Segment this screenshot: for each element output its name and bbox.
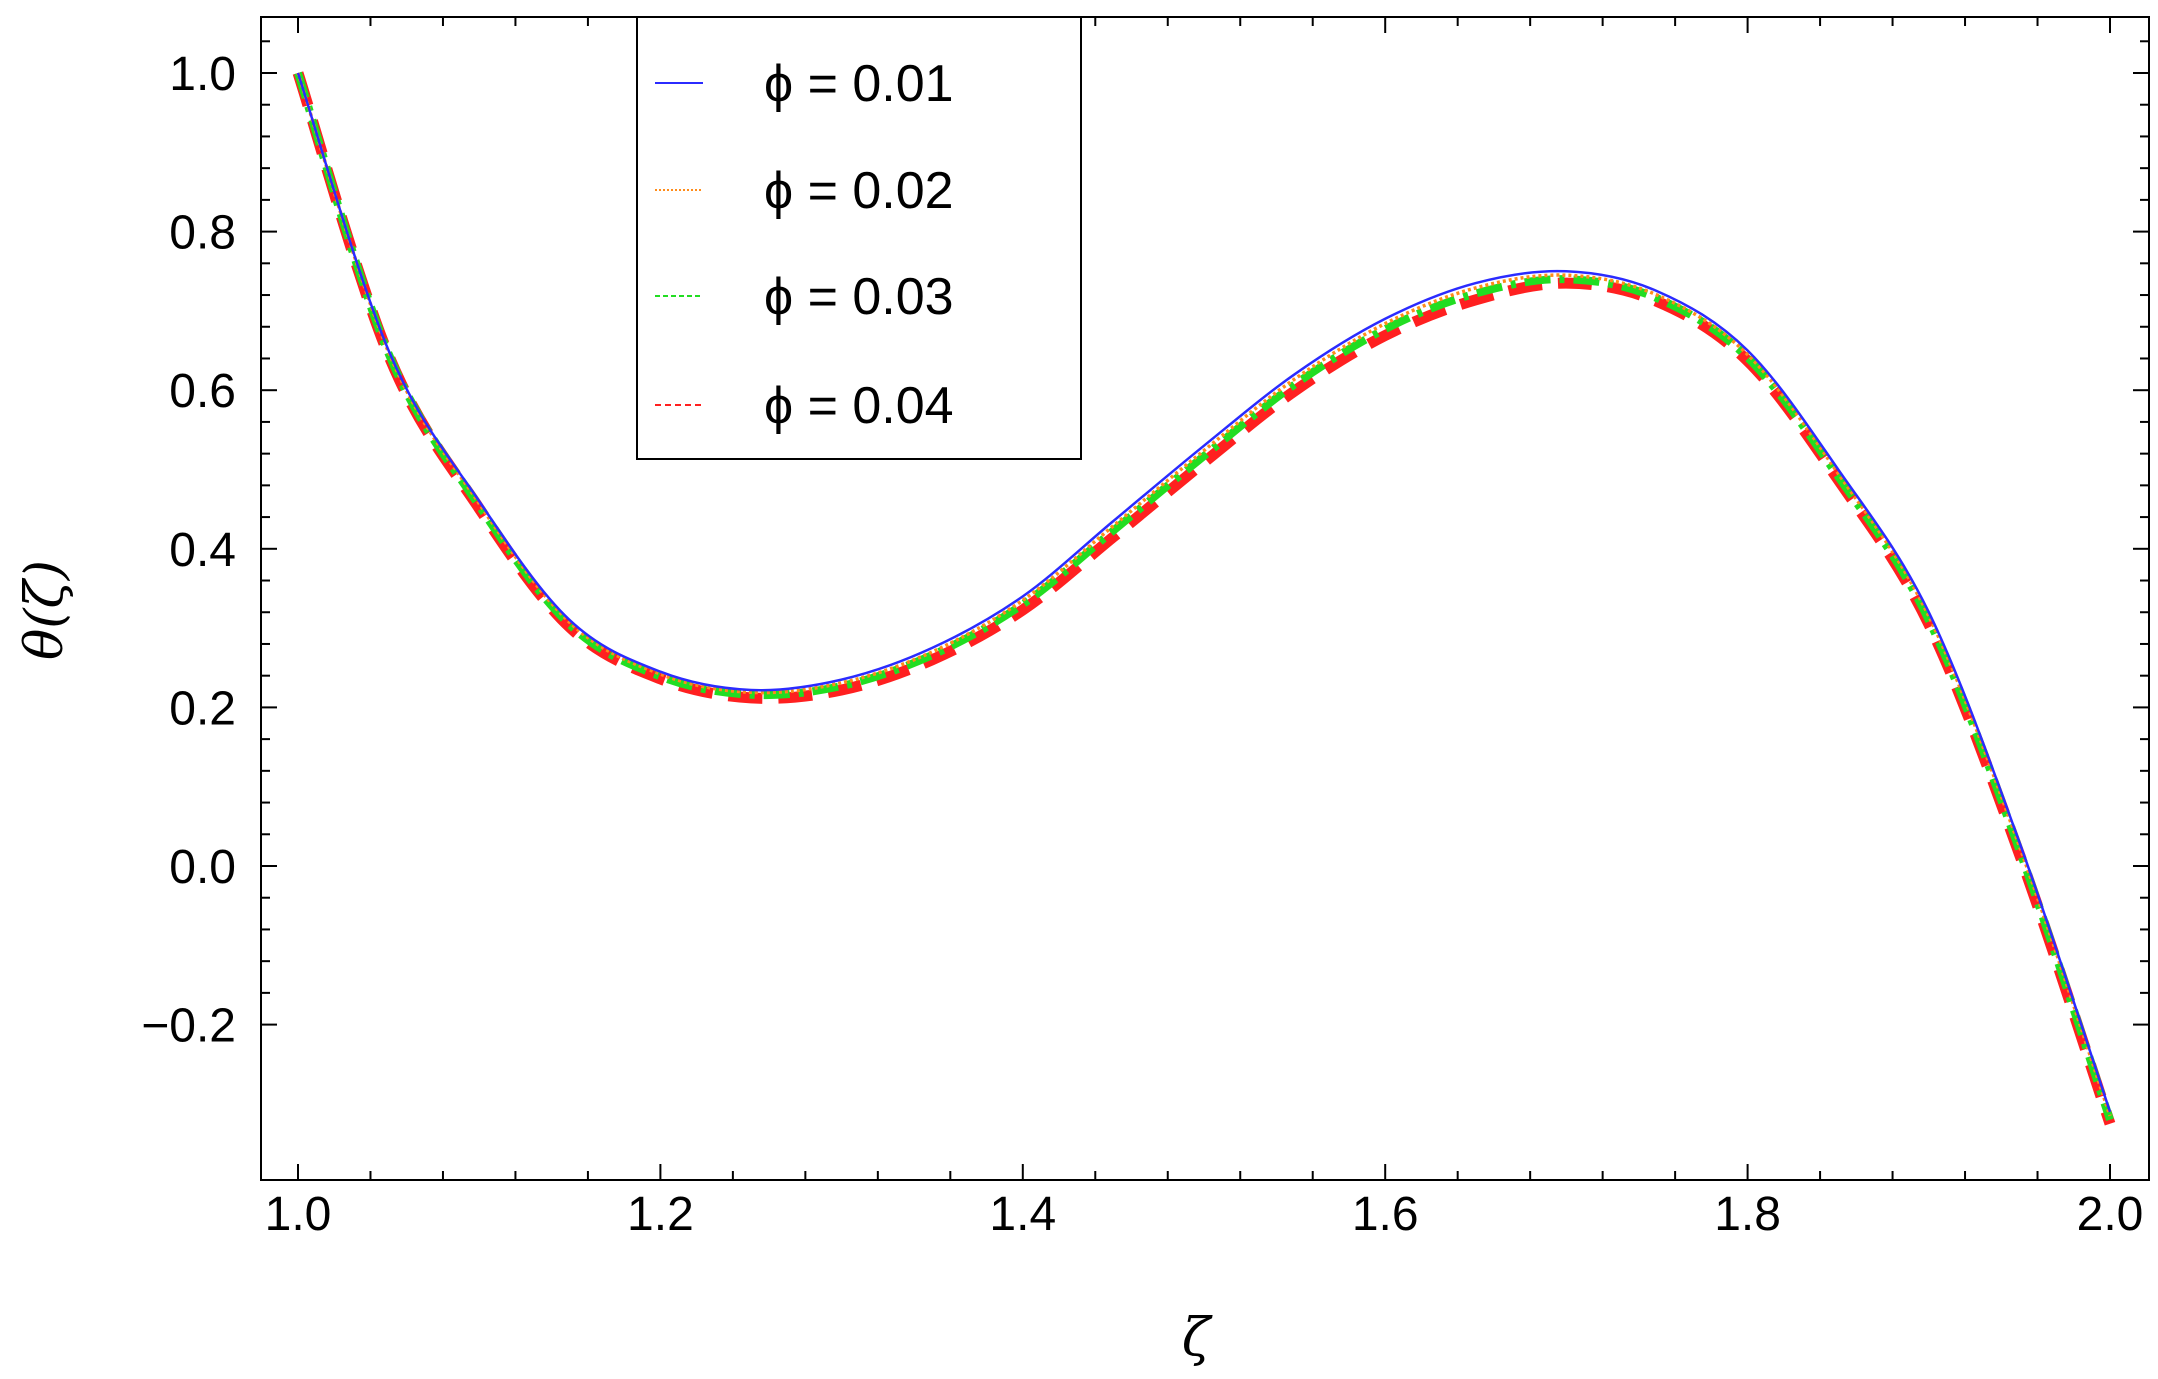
series-line-3: [294, 71, 2114, 1122]
y-tick-label: 1.0: [169, 48, 236, 101]
x-tick-label: 1.8: [1714, 1188, 1781, 1241]
y-tick-label: 0.0: [169, 841, 236, 894]
plot-frame: [260, 16, 2150, 1181]
series-line-4: [292, 71, 2116, 1126]
x-tick-labels: 1.0 1.2 1.4 1.6 1.8 2.0: [265, 1188, 2144, 1241]
x-tick-label: 1.4: [989, 1188, 1056, 1241]
y-tick-label: 0.8: [169, 207, 236, 260]
legend-label-2: ϕ = 0.02: [764, 162, 954, 220]
x-tick-label: 2.0: [2077, 1188, 2144, 1241]
y-tick-label: 0.6: [169, 365, 236, 418]
legend: ϕ = 0.01 ϕ = 0.02 ϕ = 0.03 ϕ = 0.04: [636, 16, 1082, 460]
data-series: [292, 71, 2116, 1126]
x-tick-label: 1.0: [265, 1188, 332, 1241]
legend-box: [636, 16, 1082, 460]
y-tick-labels: −0.2 0.0 0.2 0.4 0.6 0.8 1.0: [141, 48, 236, 1053]
legend-label-3: ϕ = 0.03: [764, 268, 954, 326]
y-axis-title: θ(ζ): [15, 560, 75, 660]
axis-ticks: [261, 17, 2149, 1180]
y-tick-label: 0.4: [169, 524, 236, 577]
series-line-2: [296, 72, 2112, 1117]
legend-label-1: ϕ = 0.01: [764, 55, 954, 113]
series-line-1: [296, 72, 2112, 1113]
y-tick-label: 0.2: [169, 682, 236, 735]
x-tick-label: 1.2: [627, 1188, 694, 1241]
legend-label-4: ϕ = 0.04: [764, 377, 954, 435]
x-axis-title: ζ: [1182, 1308, 1213, 1368]
x-tick-label: 1.6: [1352, 1188, 1419, 1241]
y-tick-label: −0.2: [141, 1000, 236, 1053]
